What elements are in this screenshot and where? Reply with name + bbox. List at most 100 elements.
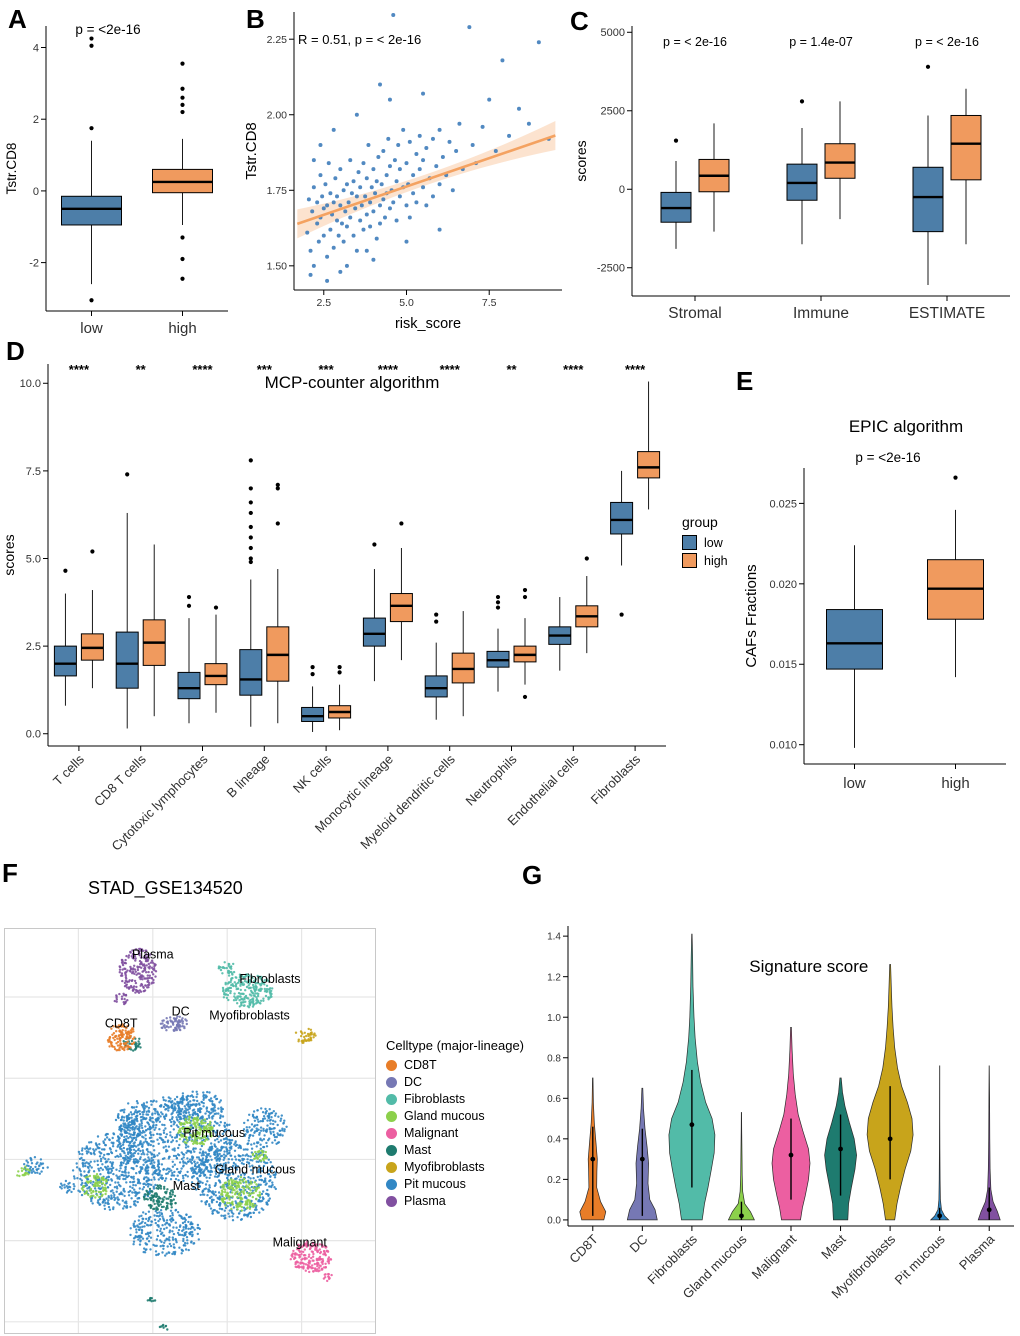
cell-point [146,1121,150,1125]
cell-point [125,1115,129,1119]
outlier-dot [186,603,192,608]
cell-point [120,1144,123,1148]
cell-point [146,986,149,989]
cell-point [255,1141,259,1144]
cell-point [248,1113,251,1116]
cell-point [41,1166,45,1170]
cell-point [274,1112,278,1115]
legend-dot-Mast [386,1144,397,1156]
cell-point [194,1113,197,1116]
cell-point [252,980,256,983]
cell-point [118,1140,121,1144]
cell-point [186,1170,189,1174]
cell-point [121,968,124,971]
x-category-label: NK cells [290,751,335,796]
cell-point [172,1123,175,1126]
cell-point [263,979,266,982]
cell-point [269,1122,272,1125]
cell-point [262,1164,266,1168]
cell-point [117,1181,120,1184]
cell-point [237,1205,240,1208]
cell-point [307,1255,311,1258]
y-axis-label: scores [573,140,589,181]
cell-point [208,1184,211,1187]
cell-point [89,1151,92,1155]
cell-point [87,1150,90,1154]
cell-point [307,1027,310,1031]
cell-point [134,957,137,960]
cell-point [34,1165,37,1169]
scatter-point [404,239,409,244]
cell-point [223,1125,227,1128]
cell-point [132,1243,135,1246]
cell-point [201,1136,204,1139]
cell-point [136,1114,139,1117]
cell-point [162,1019,165,1022]
cell-point [126,1118,129,1121]
cell-point [129,970,132,973]
cell-point [205,1106,209,1109]
cell-point [134,1225,137,1228]
cell-point [95,1173,99,1176]
cell-point [97,1190,101,1194]
cell-point [249,1177,252,1180]
cell-point [130,1197,133,1200]
cell-point [138,1112,142,1116]
cell-point [319,1258,323,1261]
scatter-point [411,191,416,196]
cell-point [162,1198,165,1202]
cell-point [92,1194,95,1197]
cell-point [211,1103,215,1107]
cell-point [138,972,141,975]
cell-point [173,1246,176,1249]
cell-point [272,1122,275,1126]
cell-point [208,1186,211,1189]
cell-point [178,1246,181,1249]
cell-point [119,1039,122,1042]
cell-point [250,975,253,978]
scatter-point [368,224,373,229]
cell-point [175,1241,178,1244]
cell-point [161,1157,165,1161]
cell-point [156,1154,159,1157]
cell-point [229,1154,232,1157]
cell-point [159,1227,162,1230]
cell-point [223,1209,226,1212]
cell-point [323,1251,326,1254]
cell-point [122,1001,125,1004]
cell-point [221,1199,224,1202]
cell-point [236,997,239,1000]
cell-point [324,1273,327,1276]
cell-point [239,1218,243,1221]
cell-point [167,1197,170,1200]
cell-point [192,1148,195,1151]
cell-point [160,1174,163,1177]
cell-point [123,1159,126,1162]
cell-point [330,1273,333,1277]
outlier-dot [89,126,94,131]
cell-point [247,997,250,1000]
cell-point [220,1146,223,1149]
cell-point [172,1154,176,1158]
cell-point [145,1101,149,1104]
cell-point [251,1152,255,1156]
box-low [301,706,325,722]
cell-point [174,1201,177,1205]
outlier-dot [180,109,185,115]
cell-point [26,1161,30,1164]
x-category-label: high [168,320,196,337]
y-tick-label: 1.2 [547,972,561,983]
cell-point [136,966,140,969]
cell-point [240,1162,244,1165]
cell-point [251,1001,254,1004]
cell-point [257,1186,260,1189]
cell-point [98,1155,102,1158]
cell-point [96,1135,100,1138]
cell-point [77,1150,81,1154]
significance-stars: **** [192,362,213,377]
cell-point [274,1120,277,1123]
cell-point [141,1129,145,1133]
cell-point [280,1114,283,1117]
cell-point [294,1261,298,1264]
cell-point [294,1265,297,1268]
